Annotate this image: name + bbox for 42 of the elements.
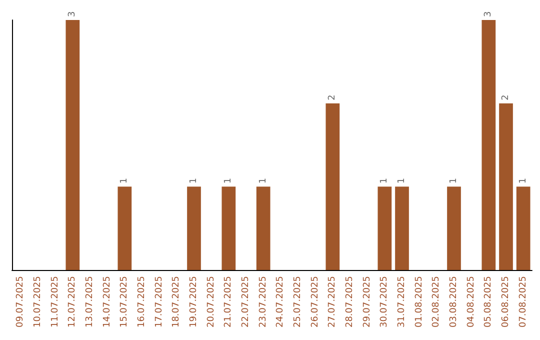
x-tick-label: 01.08.2025 — [414, 276, 424, 328]
x-tick-label: 09.07.2025 — [16, 276, 26, 328]
x-tick-label: 21.07.2025 — [224, 276, 234, 328]
x-tick-label: 24.07.2025 — [276, 276, 286, 328]
data-label: 3 — [68, 11, 78, 17]
data-label: 1 — [380, 178, 390, 184]
x-tick-label: 19.07.2025 — [189, 276, 199, 328]
data-label: 1 — [397, 178, 407, 184]
x-tick-label: 27.07.2025 — [328, 276, 338, 328]
data-label: 1 — [449, 178, 459, 184]
x-tick-label: 31.07.2025 — [397, 276, 407, 328]
x-tick-label: 04.08.2025 — [466, 276, 476, 328]
x-tick-label: 20.07.2025 — [206, 276, 216, 328]
x-tick-label: 02.08.2025 — [432, 276, 442, 328]
x-tick-label: 05.08.2025 — [484, 276, 494, 328]
x-tick-label: 06.08.2025 — [501, 276, 511, 328]
data-label: 1 — [189, 178, 199, 184]
x-tick-label: 14.07.2025 — [102, 276, 112, 328]
x-tick-label: 16.07.2025 — [137, 276, 147, 328]
x-tick-label: 03.08.2025 — [449, 276, 459, 328]
x-tick-label: 18.07.2025 — [172, 276, 182, 328]
data-label: 1 — [120, 178, 130, 184]
x-tick-label: 07.08.2025 — [518, 276, 528, 328]
data-label: 3 — [484, 11, 494, 17]
x-tick-label: 26.07.2025 — [310, 276, 320, 328]
data-label: 1 — [518, 178, 528, 184]
x-tick-label: 28.07.2025 — [345, 276, 355, 328]
x-tick-label: 10.07.2025 — [33, 276, 43, 328]
data-label: 2 — [501, 94, 511, 100]
x-tick-label: 22.07.2025 — [241, 276, 251, 328]
x-tick-label: 23.07.2025 — [258, 276, 268, 328]
data-label: 1 — [224, 178, 234, 184]
x-tick-label: 25.07.2025 — [293, 276, 303, 328]
data-label: 1 — [258, 178, 268, 184]
x-tick-label: 30.07.2025 — [380, 276, 390, 328]
x-tick-label: 11.07.2025 — [50, 276, 60, 328]
data-label: 2 — [328, 94, 338, 100]
x-tick-label: 12.07.2025 — [68, 276, 78, 328]
x-tick-label: 15.07.2025 — [120, 276, 130, 328]
x-tick-label: 17.07.2025 — [154, 276, 164, 328]
x-tick-label: 29.07.2025 — [362, 276, 372, 328]
x-tick-label: 13.07.2025 — [85, 276, 95, 328]
